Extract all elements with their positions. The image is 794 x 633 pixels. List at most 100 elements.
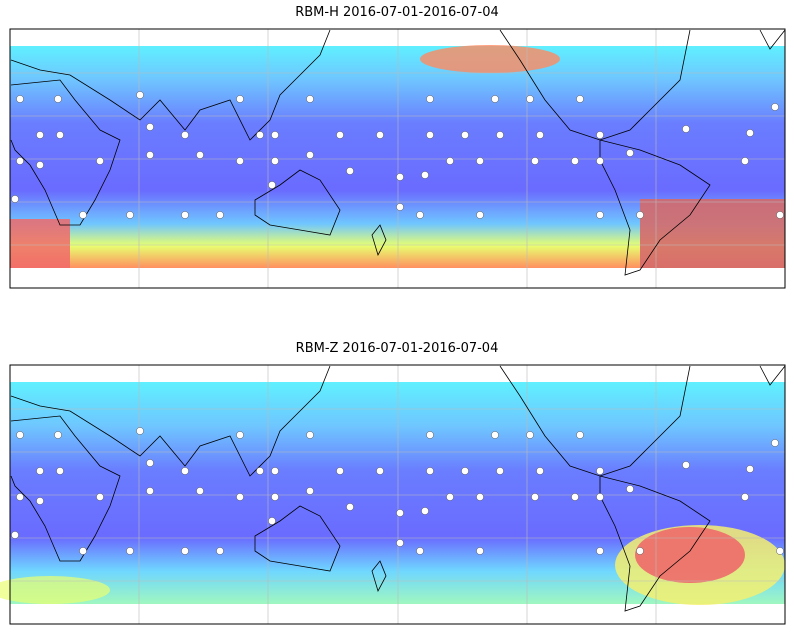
station-marker: [491, 431, 499, 439]
station-marker: [746, 465, 754, 473]
station-marker: [771, 103, 779, 111]
station-marker: [306, 151, 314, 159]
station-marker: [626, 149, 634, 157]
station-marker: [79, 211, 87, 219]
station-marker: [626, 485, 634, 493]
station-marker: [36, 497, 44, 505]
station-marker: [306, 487, 314, 495]
station-marker: [146, 123, 154, 131]
station-marker: [416, 211, 424, 219]
station-marker: [336, 467, 344, 475]
station-marker: [271, 493, 279, 501]
station-marker: [16, 493, 24, 501]
station-marker: [126, 547, 134, 555]
station-marker: [268, 181, 276, 189]
station-marker: [54, 431, 62, 439]
station-marker: [146, 151, 154, 159]
station-marker: [336, 131, 344, 139]
stations: [11, 427, 784, 555]
station-marker: [596, 157, 604, 165]
station-marker: [446, 157, 454, 165]
anomaly-patch: [10, 219, 70, 268]
station-marker: [682, 125, 690, 133]
station-marker: [346, 167, 354, 175]
station-marker: [421, 171, 429, 179]
station-marker: [531, 157, 539, 165]
station-marker: [426, 431, 434, 439]
station-marker: [476, 211, 484, 219]
station-marker: [181, 467, 189, 475]
station-marker: [181, 131, 189, 139]
station-marker: [596, 467, 604, 475]
station-marker: [596, 131, 604, 139]
station-marker: [306, 95, 314, 103]
map-frame: [9, 28, 786, 289]
station-marker: [256, 131, 264, 139]
station-marker: [396, 203, 404, 211]
station-marker: [146, 487, 154, 495]
station-marker: [461, 131, 469, 139]
station-marker: [741, 157, 749, 165]
station-marker: [536, 467, 544, 475]
station-marker: [776, 547, 784, 555]
station-marker: [491, 95, 499, 103]
station-marker: [36, 131, 44, 139]
anomaly-patch: [635, 527, 745, 583]
anomaly-patch: [640, 199, 785, 268]
station-marker: [596, 211, 604, 219]
station-marker: [11, 531, 19, 539]
station-marker: [236, 95, 244, 103]
station-marker: [576, 95, 584, 103]
station-marker: [636, 547, 644, 555]
station-marker: [306, 431, 314, 439]
station-marker: [426, 95, 434, 103]
station-marker: [56, 467, 64, 475]
station-marker: [271, 157, 279, 165]
anomaly-patch: [0, 576, 110, 604]
station-marker: [576, 431, 584, 439]
station-marker: [426, 131, 434, 139]
station-marker: [54, 95, 62, 103]
station-marker: [536, 131, 544, 139]
station-marker: [196, 151, 204, 159]
station-marker: [126, 211, 134, 219]
station-marker: [16, 95, 24, 103]
station-marker: [236, 431, 244, 439]
station-marker: [236, 493, 244, 501]
station-marker: [216, 211, 224, 219]
station-marker: [136, 427, 144, 435]
gridlines: [10, 365, 785, 624]
station-marker: [96, 493, 104, 501]
station-marker: [476, 493, 484, 501]
station-marker: [56, 131, 64, 139]
station-marker: [346, 503, 354, 511]
station-marker: [636, 211, 644, 219]
station-marker: [181, 547, 189, 555]
gridlines: [10, 29, 785, 288]
station-marker: [236, 157, 244, 165]
station-marker: [16, 157, 24, 165]
station-marker: [421, 507, 429, 515]
station-marker: [36, 161, 44, 169]
map-panel: [0, 364, 786, 625]
station-marker: [136, 91, 144, 99]
station-marker: [181, 211, 189, 219]
station-marker: [416, 547, 424, 555]
panel-title: RBM-H 2016-07-01-2016-07-04: [295, 5, 499, 20]
station-marker: [256, 467, 264, 475]
station-marker: [396, 173, 404, 181]
station-marker: [268, 517, 276, 525]
station-marker: [476, 157, 484, 165]
station-marker: [682, 461, 690, 469]
station-marker: [146, 459, 154, 467]
station-marker: [16, 431, 24, 439]
station-marker: [571, 157, 579, 165]
panel-title: RBM-Z 2016-07-01-2016-07-04: [296, 341, 499, 356]
map-panel: [9, 28, 786, 289]
stations: [11, 91, 784, 219]
station-marker: [496, 131, 504, 139]
anomaly-patch: [420, 45, 560, 73]
station-marker: [196, 487, 204, 495]
